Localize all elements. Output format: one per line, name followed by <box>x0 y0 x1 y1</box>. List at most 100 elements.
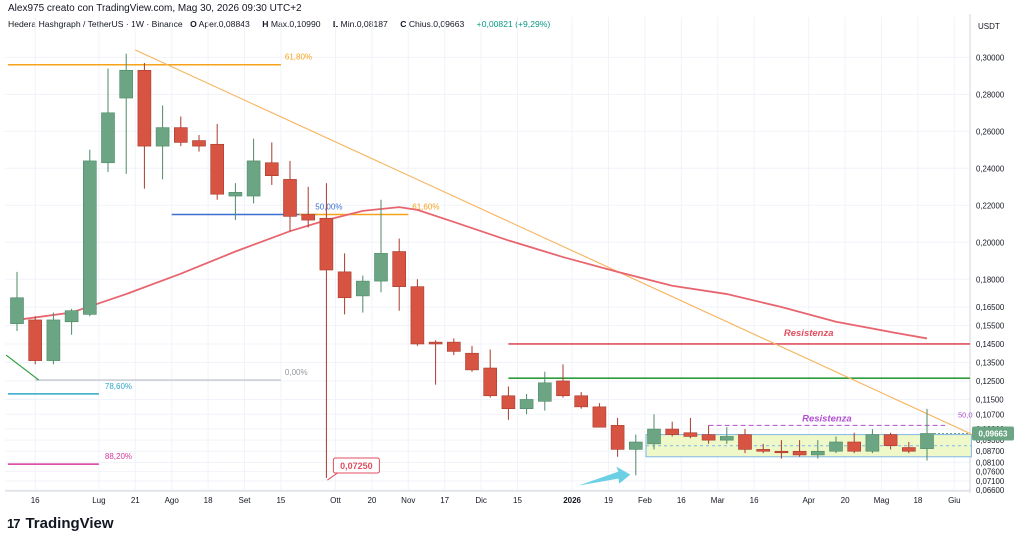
current-price-tag <box>972 426 1014 441</box>
symbol-name[interactable]: Hedera Hashgraph / TetherUS · 1W · Binan… <box>8 19 183 29</box>
candle-body <box>483 367 498 397</box>
candle-body <box>665 428 680 435</box>
candle-body <box>901 447 916 452</box>
candle-body <box>101 112 115 164</box>
time-axis-tick: 19 <box>604 496 613 505</box>
fib-level-label: 61,60% <box>412 203 439 212</box>
candle-body <box>574 395 589 408</box>
brand-name: TradingView <box>25 515 114 532</box>
candle-body <box>865 434 880 452</box>
price-axis-tick: 0,14500 <box>976 340 1005 349</box>
candle-body <box>210 143 224 195</box>
change-value: +0,00821 (+9,29%) <box>476 19 551 29</box>
candle-body <box>192 140 206 147</box>
candle-body <box>556 380 570 397</box>
candle-body <box>428 341 443 345</box>
candle-body <box>683 432 698 437</box>
left-diagonal-line <box>5 354 40 381</box>
candle-body <box>537 382 552 402</box>
tradingview-logo-icon: 17 <box>7 516 21 531</box>
candle-body <box>337 271 352 299</box>
price-axis-tick: 0,11500 <box>976 395 1004 404</box>
descending-trendline <box>135 49 973 436</box>
fib-level-label: 78,60% <box>105 382 132 391</box>
candle-body <box>319 217 334 271</box>
candle-body <box>10 297 24 324</box>
price-axis-tick: 0,09300 <box>976 436 1005 445</box>
candle-body <box>701 434 716 441</box>
time-axis-tick: Nov <box>401 496 415 505</box>
time-axis-tick: 2026 <box>563 496 581 505</box>
candle-body <box>392 251 407 287</box>
candle-body <box>792 450 807 456</box>
price-axis-tick: 0,16500 <box>976 303 1005 312</box>
time-axis-tick: 16 <box>31 496 40 505</box>
candle-body <box>264 162 279 176</box>
price-axis-tick: 0,20000 <box>976 238 1005 247</box>
candle-body <box>756 449 771 452</box>
moving-average-line <box>16 206 928 340</box>
resistance-label: Resistenza <box>784 328 834 339</box>
candle-body <box>738 434 752 450</box>
candle-body <box>883 434 898 446</box>
candle-body <box>810 450 825 456</box>
price-axis-tick: 0,06600 <box>976 486 1005 495</box>
price-axis-tick: 0,22000 <box>976 201 1005 210</box>
current-price-text: 0,09663 <box>979 429 1008 438</box>
fib-level-label: 61,80% <box>285 53 312 62</box>
candle-body <box>647 428 661 445</box>
tradingview-brand[interactable]: 17 TradingView <box>7 515 114 532</box>
candle-body <box>774 450 789 454</box>
candle-body <box>46 319 61 361</box>
candle-body <box>283 179 297 217</box>
highlight-arrow-icon <box>578 466 631 486</box>
price-axis-tick: 0,10700 <box>976 410 1005 419</box>
fib-level-label: 88,20% <box>105 452 132 461</box>
price-axis-tick: 0,12500 <box>976 377 1005 386</box>
candle-body <box>228 192 243 197</box>
time-axis-tick: Apr <box>802 496 815 505</box>
time-axis-tick: Giu <box>948 496 960 505</box>
price-axis-tick: 0,08100 <box>976 458 1005 467</box>
candle-body <box>628 441 643 450</box>
time-axis-tick: 20 <box>841 496 850 505</box>
low-callout-text: 0,07250 <box>340 461 373 471</box>
candle-body <box>465 352 479 371</box>
close-value: C Chius.0,09663 <box>400 19 465 29</box>
open-value: O Aper.0,08843 <box>190 19 250 29</box>
candle-body <box>155 127 170 147</box>
candle-body <box>174 127 188 143</box>
candle-body <box>83 160 97 315</box>
price-axis-tick: 0,07100 <box>976 477 1005 486</box>
time-axis-tick: Mar <box>711 496 725 505</box>
candle-body <box>137 69 152 147</box>
time-axis-tick: Lug <box>92 496 105 505</box>
price-axis-tick: 0,28000 <box>976 90 1005 99</box>
time-axis-tick: 18 <box>204 496 213 505</box>
candle-body <box>446 341 461 352</box>
price-axis-tick: 0,24000 <box>976 164 1005 173</box>
candle-body <box>719 436 734 441</box>
time-axis-tick: Feb <box>638 496 652 505</box>
time-axis-tick: Set <box>238 496 251 505</box>
candle-body <box>374 253 388 282</box>
price-axis-tick: 0,26000 <box>976 127 1005 136</box>
candle-body <box>301 214 316 221</box>
candle-body <box>610 425 625 450</box>
resistance-2-label: Resistenza <box>802 413 852 424</box>
time-axis-tick: 16 <box>677 496 686 505</box>
price-axis-tick: 0,13500 <box>976 358 1005 367</box>
high-value: H Max.0,10990 <box>262 19 321 29</box>
price-axis-tick: 0,07600 <box>976 468 1005 477</box>
price-axis-tick: 0,30000 <box>976 53 1005 62</box>
time-axis-tick: Mag <box>874 496 890 505</box>
time-axis-tick: 15 <box>276 496 285 505</box>
candle-body <box>847 441 862 452</box>
time-axis-tick: 20 <box>367 496 376 505</box>
price-axis-tick: 0,18000 <box>976 275 1005 284</box>
time-axis-tick: 21 <box>131 496 140 505</box>
candle-body <box>355 280 370 297</box>
candle-body <box>119 69 133 99</box>
candle-body <box>246 160 261 197</box>
